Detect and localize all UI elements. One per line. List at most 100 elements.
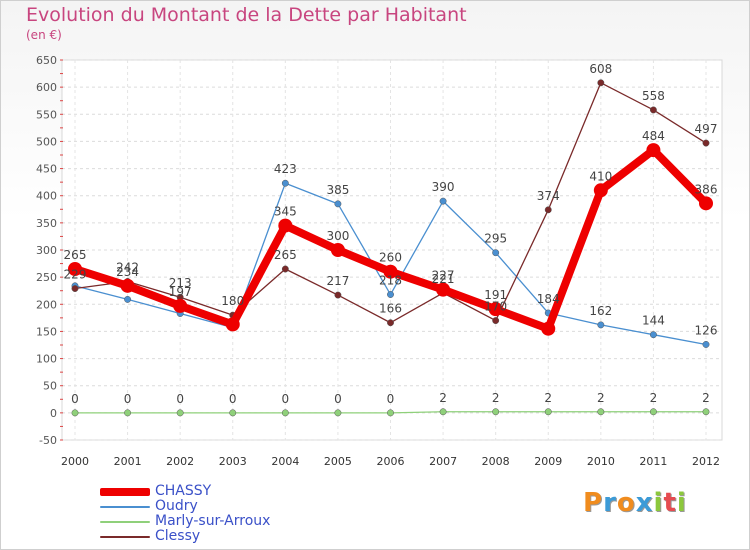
data-point: [387, 319, 394, 327]
y-tick-label: 350: [36, 217, 57, 230]
data-point: [71, 285, 79, 292]
y-tick-label: -50: [39, 434, 57, 447]
data-label: 608: [589, 62, 612, 76]
data-label: 2: [650, 391, 658, 405]
data-label: 221: [432, 272, 455, 286]
x-tick-label: 2000: [61, 455, 89, 468]
data-label: 2: [439, 391, 447, 405]
data-label: 191: [484, 288, 507, 302]
x-tick-label: 2003: [219, 455, 247, 468]
y-tick-label: 50: [43, 380, 57, 393]
logo-letter: o: [616, 488, 636, 518]
data-label: 197: [169, 285, 192, 299]
data-point: [281, 179, 289, 187]
data-label: 227: [432, 269, 455, 283]
data-label: 0: [334, 392, 342, 406]
data-label: 0: [229, 392, 237, 406]
data-point: [124, 409, 132, 417]
x-tick-label: 2009: [534, 455, 562, 468]
data-label: 170: [484, 300, 507, 314]
x-tick-label: 2007: [429, 455, 457, 468]
data-label: 300: [326, 229, 349, 243]
legend-swatch: [100, 521, 150, 523]
data-point: [334, 409, 342, 417]
data-point: [492, 317, 500, 325]
data-point: [334, 291, 342, 299]
chart-subtitle: (en €): [26, 28, 62, 42]
data-point: [649, 408, 657, 416]
data-label: 213: [169, 276, 192, 290]
data-label: 385: [326, 183, 349, 197]
y-tick-label: 400: [36, 190, 57, 203]
data-label: 374: [537, 189, 560, 203]
y-tick-label: 250: [36, 271, 57, 284]
y-tick-label: 450: [36, 163, 57, 176]
data-label: 217: [326, 274, 349, 288]
data-label: 265: [274, 248, 297, 262]
data-label: 410: [589, 169, 612, 183]
data-point: [702, 139, 710, 147]
data-point: [439, 408, 447, 416]
x-tick-label: 2002: [166, 455, 194, 468]
data-point: [225, 317, 240, 332]
data-point: [492, 408, 500, 416]
data-point: [488, 302, 503, 317]
data-point: [436, 282, 451, 297]
chart-legend: CHASSY Oudry Marly-sur-Arroux Clessy: [100, 483, 340, 544]
data-point: [173, 298, 188, 313]
data-label: 180: [221, 294, 244, 308]
y-tick-label: 550: [36, 108, 57, 121]
logo-letter: x: [635, 488, 654, 518]
data-label: 144: [642, 314, 665, 328]
logo-letter: i: [653, 488, 664, 518]
data-label: 234: [116, 265, 139, 279]
data-label: 166: [379, 302, 402, 316]
data-label: 0: [71, 392, 79, 406]
x-tick-label: 2004: [271, 455, 299, 468]
data-label: 2: [702, 391, 710, 405]
y-tick-label: 0: [50, 407, 57, 420]
legend-label: Clessy: [155, 528, 201, 544]
data-point: [702, 408, 710, 416]
x-tick-label: 2012: [692, 455, 720, 468]
data-label: 0: [387, 392, 395, 406]
data-point: [124, 295, 132, 303]
y-tick-label: 650: [36, 54, 57, 67]
data-point: [649, 331, 657, 339]
data-point: [544, 206, 552, 214]
legend-swatch: [100, 536, 150, 538]
data-label: 184: [537, 292, 560, 306]
data-label: 218: [379, 274, 402, 288]
data-point: [330, 243, 345, 257]
x-tick-label: 2001: [114, 455, 142, 468]
legend-label: Marly-sur-Arroux: [155, 513, 271, 529]
legend-item: Oudry: [100, 498, 340, 514]
data-label: 162: [589, 304, 612, 318]
data-point: [383, 264, 398, 279]
data-point: [281, 265, 289, 273]
data-label: 558: [642, 89, 665, 103]
y-tick-label: 500: [36, 135, 57, 148]
data-point: [176, 409, 184, 417]
data-label: 0: [176, 392, 184, 406]
data-point: [71, 409, 79, 417]
data-point: [387, 409, 394, 417]
data-label: 484: [642, 129, 665, 143]
data-label: 265: [64, 248, 87, 262]
data-label: 0: [282, 392, 290, 406]
legend-swatch: [100, 506, 150, 508]
data-label: 2: [492, 391, 500, 405]
data-point: [334, 200, 342, 208]
data-point: [699, 196, 713, 211]
legend-item: Marly-sur-Arroux: [100, 513, 340, 529]
y-tick-label: 150: [36, 325, 57, 338]
data-point: [597, 321, 605, 329]
x-tick-label: 2006: [377, 455, 405, 468]
data-label: 2: [597, 391, 605, 405]
data-point: [646, 143, 661, 158]
data-point: [387, 291, 394, 298]
data-point: [492, 249, 500, 257]
data-label: 0: [124, 392, 132, 406]
data-label: 242: [116, 260, 139, 274]
